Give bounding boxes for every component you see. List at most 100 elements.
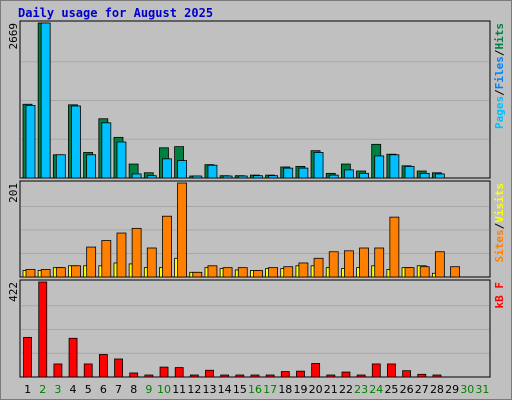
bar-kb-f — [174, 367, 184, 378]
bar-files — [343, 169, 354, 179]
bar-kb-f — [23, 336, 32, 378]
x-tick-label: 3 — [54, 383, 61, 396]
legend-item: / — [493, 222, 506, 229]
bar-sites — [55, 267, 66, 278]
bar-sites — [101, 240, 112, 278]
x-tick-label: 14 — [218, 383, 232, 396]
bar-sites — [25, 269, 36, 278]
bar-sites — [177, 182, 188, 278]
bar-files — [40, 22, 51, 179]
x-tick-label: 9 — [145, 383, 152, 396]
bar-kb-f — [189, 374, 199, 378]
x-tick-label: 16 — [248, 383, 262, 396]
x-tick-label: 12 — [187, 383, 201, 396]
x-tick-label: 22 — [339, 383, 353, 396]
bar-files — [298, 167, 309, 179]
x-tick-label: 24 — [369, 383, 383, 396]
bar-files — [283, 167, 294, 179]
legend-item: Files — [493, 56, 506, 89]
x-tick-label: 8 — [130, 383, 137, 396]
x-tick-label: 6 — [100, 383, 107, 396]
bar-kb-f — [53, 363, 63, 378]
bar-files — [146, 175, 157, 179]
bar-kb-f — [356, 374, 366, 378]
bar-kb-f — [205, 369, 214, 378]
bar-files — [116, 141, 127, 179]
x-tick-label: 20 — [309, 383, 323, 396]
bar-sites — [328, 251, 339, 278]
bar-sites — [162, 215, 172, 278]
legend-item: Hits — [493, 23, 506, 50]
bar-kb-f — [220, 374, 230, 378]
bar-files — [313, 152, 324, 179]
y-max-label: 2669 — [7, 23, 20, 50]
bar-kb-f — [83, 363, 93, 378]
bar-kb-f — [68, 337, 78, 378]
x-tick-label: 28 — [430, 383, 444, 396]
bar-sites — [389, 216, 400, 278]
legend: Sites/Visits — [493, 183, 506, 263]
bar-files — [192, 175, 203, 179]
bar-kb-f — [326, 374, 336, 378]
legend-item: / — [493, 49, 506, 56]
legend: kB F — [493, 282, 506, 309]
bar-files — [162, 158, 172, 179]
legend-item: Visits — [493, 183, 506, 223]
legend-item: kB F — [493, 282, 506, 309]
bar-files — [71, 105, 81, 179]
bar-sites — [283, 266, 294, 278]
bar-sites — [253, 270, 263, 278]
bar-kb-f — [114, 358, 123, 378]
x-tick-label: 25 — [384, 383, 398, 396]
bar-sites — [222, 267, 233, 278]
x-tick-label: 1 — [24, 383, 31, 396]
bar-files — [86, 154, 97, 179]
bar-sites — [40, 269, 51, 278]
x-tick-label: 17 — [263, 383, 277, 396]
bar-kb-f — [371, 363, 381, 378]
x-tick-label: 26 — [400, 383, 414, 396]
bar-kb-f — [296, 370, 305, 378]
bar-kb-f — [402, 370, 412, 378]
x-tick-label: 10 — [157, 383, 171, 396]
bar-kb-f — [265, 374, 275, 378]
bar-sites — [207, 265, 218, 278]
bar-files — [131, 173, 142, 179]
bar-kb-f — [129, 372, 139, 378]
x-tick-label: 27 — [415, 383, 429, 396]
bar-files — [268, 175, 278, 179]
x-tick-label: 7 — [115, 383, 122, 396]
bar-sites — [343, 250, 354, 278]
bar-files — [404, 165, 415, 179]
x-tick-label: 23 — [354, 383, 368, 396]
bar-sites — [419, 266, 430, 278]
legend-item: Sites — [493, 229, 506, 262]
bar-kb-f — [144, 374, 154, 378]
bar-files — [177, 160, 188, 179]
bar-files — [419, 172, 430, 179]
bar-sites — [192, 271, 203, 278]
legend: Pages/Files/Hits — [493, 23, 506, 129]
bar-kb-f — [250, 374, 260, 378]
bar-files — [101, 122, 112, 179]
bar-sites — [450, 266, 460, 278]
bar-kb-f — [432, 374, 442, 378]
bar-sites — [374, 247, 385, 278]
x-tick-label: 30 — [460, 383, 474, 396]
legend-item: Pages — [493, 96, 506, 129]
x-tick-label: 13 — [203, 383, 217, 396]
bar-sites — [86, 246, 97, 278]
bar-sites — [359, 247, 369, 278]
bar-kb-f — [341, 371, 351, 378]
x-tick-label: 5 — [85, 383, 92, 396]
bar-sites — [404, 267, 415, 278]
plot-area-2 — [19, 180, 491, 278]
bar-sites — [237, 267, 248, 278]
bar-sites — [298, 262, 309, 278]
bar-files — [55, 154, 66, 179]
plot-area-3 — [19, 279, 491, 378]
x-tick-label: 4 — [70, 383, 77, 396]
bar-files — [237, 175, 248, 179]
bar-kb-f — [417, 373, 427, 378]
